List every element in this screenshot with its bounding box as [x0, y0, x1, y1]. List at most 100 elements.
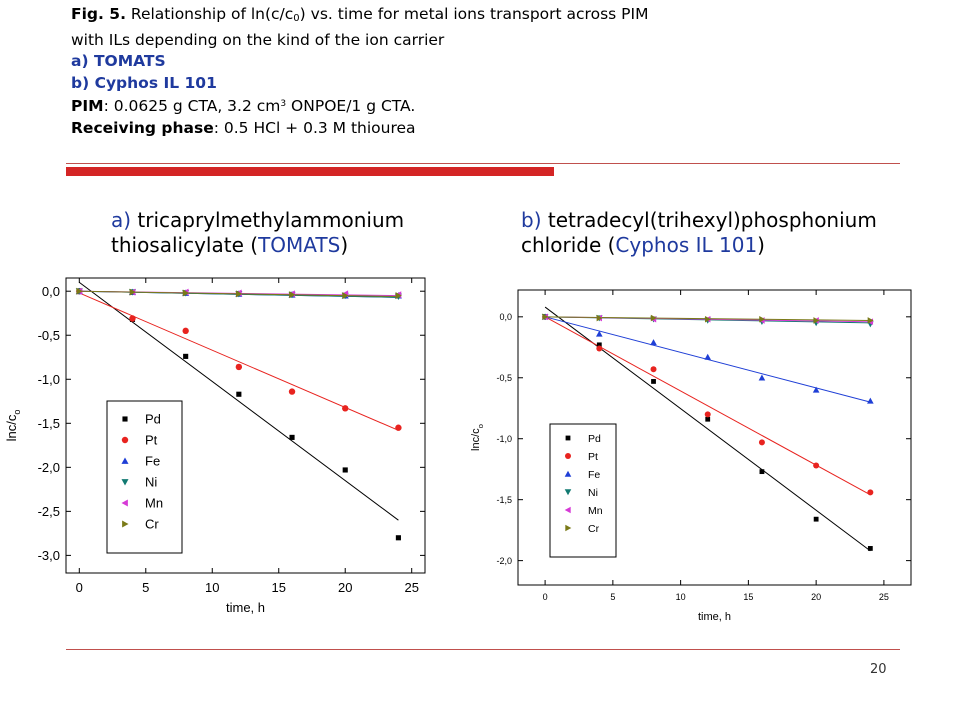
chart-b-legend [549, 423, 617, 558]
chart-a-point-cr [342, 292, 349, 300]
chart-b-point-pt [650, 366, 657, 373]
chart-a-point-pd [395, 535, 401, 541]
chart-a-point-cr [235, 290, 243, 298]
chart-a-ytick-label: -1,0 [38, 372, 60, 387]
chart-a-legend-label-pt: Pt [145, 433, 158, 448]
chart-a-ylabel-subscript: o [12, 410, 22, 415]
chart-b-point-fe [650, 339, 657, 346]
chart-a-ytick-label: -2,5 [38, 504, 60, 519]
chart-b-legend-marker-cr [565, 524, 572, 532]
chart-b-point-cr [542, 313, 549, 321]
panel-a-heading-text-3: ) [340, 233, 349, 257]
chart-a-xtick-label: 0 [76, 580, 83, 595]
chart-a-point-pt [342, 405, 349, 412]
panel-b-carrier: Cyphos IL 101 [615, 233, 758, 257]
caption-text-1b: ) vs. time for metal ions transport acro… [299, 5, 649, 23]
chart-a-point-pt [182, 327, 189, 335]
panel-a-letter: a) [111, 208, 132, 232]
chart-b-point-pd [596, 342, 602, 348]
chart-a-legend-label-pd: Pd [145, 412, 161, 427]
chart-a-xtick-label: 10 [205, 580, 219, 595]
chart-b-point-pd [813, 516, 819, 522]
chart-b-point-fe [867, 397, 874, 404]
chart-a-legend-label-ni: Ni [145, 475, 157, 490]
chart-a-ytick-label: -1,5 [38, 416, 60, 431]
chart-a-legend-label-cr: Cr [145, 517, 159, 532]
chart-a-xlabel: time, h [226, 600, 265, 615]
chart-b-legend-marker-fe [564, 470, 572, 477]
chart-b-point-fe [758, 374, 766, 381]
chart-b-legend-marker-ni [564, 489, 572, 496]
chart-b-ytick-label: -1,5 [496, 495, 512, 505]
divider-bottom-thin [66, 649, 900, 650]
chart-b-point-cr [596, 314, 603, 322]
chart-b-xtick-label: 10 [676, 592, 686, 602]
chart-a-legend-marker-fe [121, 457, 129, 464]
chart-a-ylabel: lnc/co [4, 410, 22, 442]
panel-b-letter: b) [521, 208, 542, 232]
caption-receiving-line: Receiving phase: 0.5 HCl + 0.3 M thioure… [71, 118, 951, 140]
chart-a-legend-marker-pt [121, 436, 129, 444]
chart-a-point-pt [288, 388, 296, 395]
chart-b-xtick-label: 25 [879, 592, 889, 602]
chart-a-point-cr [182, 289, 190, 297]
panel-b-heading-line-1: b) tetradecyl(trihexyl)phosphonium [521, 208, 877, 233]
divider-top-thick [66, 167, 554, 176]
page-number: 20 [870, 662, 887, 677]
panel-a-carrier: TOMATS [258, 233, 341, 257]
panel-a-heading-text-1: tricaprylmethylammonium [131, 208, 405, 232]
chart-a-frame [65, 277, 426, 574]
caption-fig-label: Fig. 5. [71, 5, 126, 23]
chart-b-legend-label-fe: Fe [588, 469, 600, 481]
chart-a-point-pt [129, 315, 136, 322]
chart-b-legend-marker-mn [564, 506, 571, 514]
chart-a-point-pt [395, 424, 402, 431]
chart-a-point-cr [76, 287, 83, 295]
chart-a-point-cr [395, 292, 402, 300]
chart-b-xtick-label: 0 [543, 592, 548, 602]
caption-pim-line: PIM: 0.0625 g CTA, 3.2 cm3 ONPOE/1 g CTA… [71, 94, 951, 118]
chart-b-point-pt [596, 345, 603, 352]
chart-b-xlabel: time, h [698, 611, 731, 623]
panel-a-heading-line-1: a) tricaprylmethylammonium [111, 208, 404, 233]
chart-b-legend-marker-pd [565, 435, 571, 441]
chart-b-ytick-label: -1,0 [496, 434, 512, 444]
chart-b-ylabel-subscript: o [476, 424, 485, 428]
chart-b-point-cr [759, 315, 766, 323]
chart-a-point-cr [289, 291, 296, 299]
chart-a-legend-marker-pd [122, 416, 128, 422]
chart-a-ytick-label: -2,0 [38, 460, 60, 475]
chart-a-xtick-label: 25 [404, 580, 418, 595]
chart-b-point-cr [705, 315, 712, 323]
caption-pim-label: PIM [71, 97, 104, 115]
chart-a-xtick-label: 20 [338, 580, 352, 595]
chart-b-legend-label-mn: Mn [588, 505, 603, 517]
chart-b-point-fe [596, 330, 603, 337]
chart-b-cyphos: 0 5 10 15 20 25 0,0 -0,5 -1,0 -1,5 -2,0 time, h lnc/… [470, 289, 912, 623]
chart-b-point-pd [867, 546, 873, 551]
caption-pim-superscript: 3 [280, 99, 287, 109]
chart-b-point-pd [705, 416, 711, 422]
chart-b-point-cr [813, 317, 820, 324]
chart-a-fit-line-pd [78, 282, 399, 521]
panel-b-heading-text-1: tetradecyl(trihexyl)phosphonium [541, 208, 877, 232]
chart-b-legend-label-pd: Pd [588, 433, 601, 445]
chart-b-point-pd [759, 469, 765, 475]
chart-b-point-cr [867, 317, 874, 324]
chart-a-legend-marker-cr [122, 520, 129, 528]
panel-b-heading-line-2: chloride (Cyphos IL 101) [521, 233, 877, 258]
chart-b-point-fe [704, 353, 712, 360]
caption-receiving-label: Receiving phase [71, 118, 214, 137]
chart-b-point-cr [650, 314, 657, 322]
chart-b-legend-label-ni: Ni [588, 487, 598, 499]
chart-a-xtick-label: 15 [272, 580, 286, 595]
caption-item-a: a) TOMATS [71, 52, 166, 70]
chart-b-xtick-label: 15 [743, 592, 753, 602]
caption-pim-text-b: ONPOE/1 g CTA. [286, 97, 416, 115]
chart-a-point-cr [129, 288, 137, 296]
chart-a-legend-label-fe: Fe [145, 454, 160, 469]
chart-a-point-pt [235, 363, 243, 371]
chart-b-point-pt [867, 489, 874, 496]
chart-a-xtick-label: 5 [142, 580, 149, 595]
chart-b-xtick-label: 5 [610, 592, 615, 602]
